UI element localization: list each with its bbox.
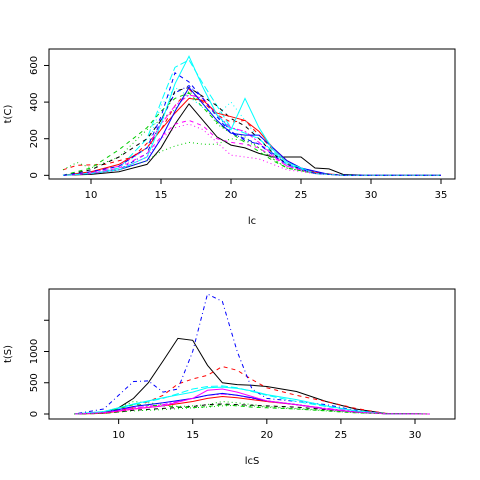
x-tick-label: 15 <box>155 190 168 201</box>
series-line-4 <box>74 293 430 415</box>
series-line-12 <box>74 388 430 415</box>
series-line-11 <box>74 386 430 415</box>
x-tick-label: 25 <box>335 430 348 441</box>
series-line-3 <box>62 90 441 176</box>
series-line-7 <box>62 86 441 176</box>
x-tick-label: 15 <box>186 430 199 441</box>
series-line-16 <box>62 86 441 176</box>
y-tick-label: 500 <box>29 373 40 392</box>
series-line-1 <box>74 337 430 415</box>
series-line-12 <box>62 119 441 176</box>
series-line-10 <box>62 86 441 176</box>
x-tick-label: 20 <box>260 430 273 441</box>
series-line-14 <box>62 123 441 176</box>
series-line-13 <box>62 138 441 176</box>
x-tick-label: 20 <box>225 190 238 201</box>
series-line-1 <box>62 103 441 176</box>
series-line-13 <box>74 404 430 415</box>
y-tick-label: 200 <box>29 129 40 148</box>
y-tick-label: 0 <box>29 411 40 417</box>
series-line-15 <box>62 72 441 176</box>
top-chart-panel: 10 15 20 25 30 35 0 200 400 600 lc t(C) <box>3 48 456 227</box>
y-tick-label: 0 <box>29 172 40 178</box>
y-tick-label: 600 <box>29 56 40 75</box>
series-line-5 <box>62 59 441 176</box>
y-tick-label: 400 <box>29 93 40 112</box>
series-line-5 <box>74 385 430 415</box>
y-tick-label: 1000 <box>29 339 40 364</box>
series-line-9 <box>62 92 441 176</box>
x-tick-label: 30 <box>365 190 378 201</box>
x-tick-label: 35 <box>435 190 448 201</box>
y-axis-title: t(S) <box>3 345 14 363</box>
x-axis-title: lc <box>248 216 256 227</box>
x-tick-label: 25 <box>295 190 308 201</box>
y-axis-title: t(C) <box>3 105 14 124</box>
series-line-6 <box>62 94 441 176</box>
x-tick-label: 30 <box>409 430 422 441</box>
x-tick-label: 10 <box>112 430 125 441</box>
x-tick-label: 10 <box>85 190 98 201</box>
bottom-chart-panel: 10 15 20 25 30 0 500 1000 lcS t(S) <box>3 288 456 467</box>
series-line-4 <box>62 84 441 176</box>
x-axis-title: lcS <box>245 456 260 467</box>
